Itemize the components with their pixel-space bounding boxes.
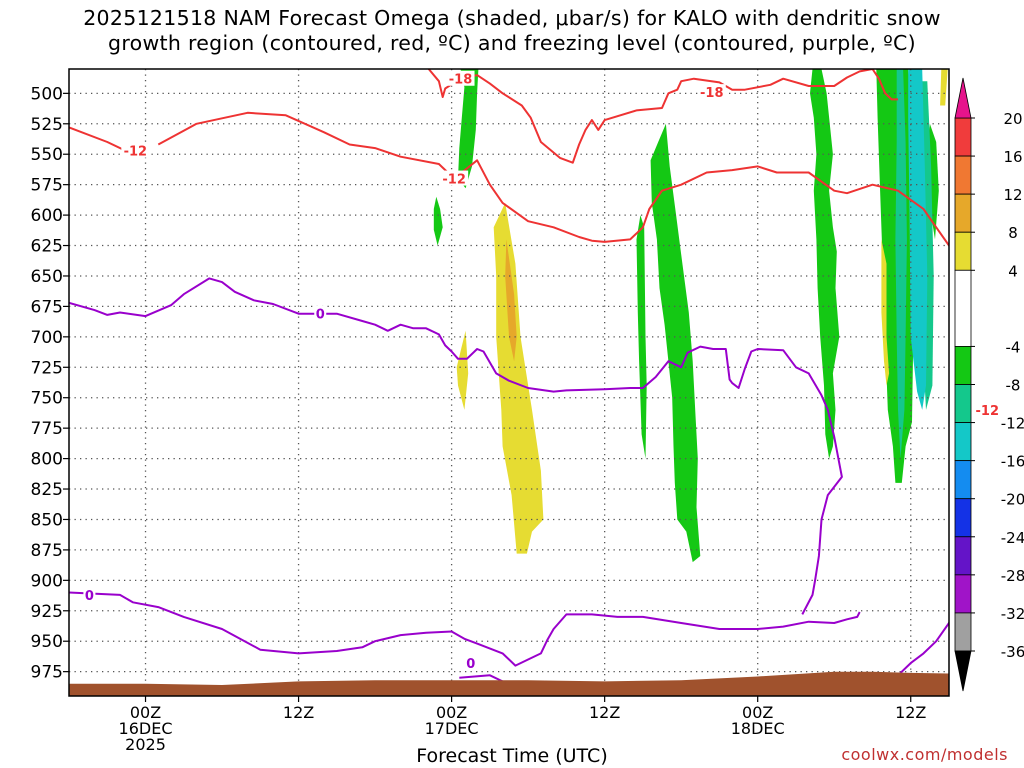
colorbar-band-12-16 bbox=[954, 155, 972, 195]
colorbar-label-13: -32 bbox=[1001, 605, 1024, 623]
temperature-contour-label-2-bg bbox=[440, 170, 469, 186]
colorbar-band--36--32 bbox=[954, 612, 972, 652]
temperature-contour-2 bbox=[157, 111, 949, 248]
temperature-contour-label-4-bg bbox=[446, 70, 475, 86]
y-tick-label-675: 675 bbox=[31, 297, 63, 317]
omega-region-green-1 bbox=[458, 69, 479, 189]
x-tick-label-48-2: 18DEC bbox=[731, 719, 785, 738]
x-tick-label-12-1: 12Z bbox=[283, 703, 314, 722]
colorbar-band-16-20 bbox=[954, 117, 972, 157]
x-tick-label-0-1: 00Z bbox=[130, 703, 161, 722]
colorbar-label-8: -12 bbox=[1001, 415, 1024, 433]
omega-region-green-3 bbox=[650, 123, 701, 563]
y-tick-label-750: 750 bbox=[31, 389, 63, 409]
freezing-contour-label-3: 0 bbox=[466, 657, 475, 672]
freezing-contour-label-2-bg bbox=[83, 586, 96, 602]
temperature-contour-label-5-bg bbox=[697, 84, 726, 100]
x-tick-label-60-1: 12Z bbox=[895, 703, 926, 722]
x-tick-label-36-1: 12Z bbox=[589, 703, 620, 722]
temperature-contour-label-4: -18 bbox=[449, 73, 473, 88]
colorbar-band-4-8 bbox=[954, 231, 972, 271]
colorbar-band--20--16 bbox=[954, 460, 972, 500]
omega-region-yellow-2 bbox=[493, 202, 544, 554]
colorbar-band--28--24 bbox=[954, 536, 972, 576]
y-tick-label-850: 850 bbox=[31, 510, 63, 530]
freezing-contour-label-3-bg bbox=[464, 655, 477, 671]
colorbar-band--12--8 bbox=[954, 384, 972, 423]
colorbar-band--8--4 bbox=[954, 346, 972, 385]
y-tick-label-500: 500 bbox=[31, 84, 63, 104]
colorbar-label-11: -24 bbox=[1001, 529, 1024, 547]
plot-frame bbox=[68, 68, 950, 697]
y-tick-label-525: 525 bbox=[31, 115, 63, 135]
y-tick-label-600: 600 bbox=[31, 206, 63, 226]
colorbar-top-arrow bbox=[954, 77, 972, 119]
colorbar-band--24--20 bbox=[954, 498, 972, 538]
omega-region-yellow-4 bbox=[940, 69, 948, 106]
colorbar-label-14: -36 bbox=[1001, 643, 1024, 661]
y-tick-label-800: 800 bbox=[31, 450, 63, 470]
y-tick-label-775: 775 bbox=[31, 419, 63, 439]
omega-region-orange-1 bbox=[505, 239, 517, 362]
colorbar-label-5: 4 bbox=[1008, 262, 1018, 280]
colorbar-label-4: 8 bbox=[1008, 224, 1018, 242]
ground-surface bbox=[69, 671, 949, 696]
colorbar-label-2: 16 bbox=[1003, 148, 1022, 166]
colorbar-band--16--12 bbox=[954, 422, 972, 462]
chart-title-line-2: growth region (contoured, red, ºC) and f… bbox=[108, 31, 916, 55]
freezing-contour-4 bbox=[859, 620, 949, 691]
colorbar-label-3: 12 bbox=[1003, 186, 1022, 204]
colorbar-label-9: -16 bbox=[1001, 453, 1024, 471]
omega-region-yellow-1 bbox=[456, 330, 469, 410]
colorbar-label-12: -28 bbox=[1001, 567, 1024, 585]
freezing-contour-label-1: 0 bbox=[316, 308, 325, 323]
colorbar-label-10: -20 bbox=[1001, 491, 1024, 509]
y-tick-label-975: 975 bbox=[31, 663, 63, 683]
y-tick-label-625: 625 bbox=[31, 237, 63, 257]
freezing-contour-1 bbox=[69, 277, 843, 615]
colorbar-band-8-12 bbox=[954, 193, 972, 233]
x-tick-label-48-1: 00Z bbox=[742, 703, 773, 722]
temperature-contour-label-3: -12 bbox=[976, 404, 1000, 419]
colorbar-band--4-4 bbox=[954, 269, 972, 347]
credit-text: coolwx.com/models bbox=[841, 745, 1008, 764]
y-tick-label-900: 900 bbox=[31, 571, 63, 591]
y-tick-label-575: 575 bbox=[31, 176, 63, 196]
x-tick-label-24-1: 00Z bbox=[436, 703, 467, 722]
colorbar-label-1: 20 bbox=[1003, 110, 1022, 128]
y-tick-label-550: 550 bbox=[31, 145, 63, 165]
freezing-contour-2 bbox=[69, 591, 861, 667]
temperature-contour-5 bbox=[871, 69, 898, 101]
y-tick-label-825: 825 bbox=[31, 480, 63, 500]
x-tick-label-0-3: 2025 bbox=[125, 735, 166, 754]
temperature-contour-label-2: -12 bbox=[442, 173, 466, 188]
freezing-contour-label-2: 0 bbox=[85, 589, 94, 604]
x-tick-label-24-2: 17DEC bbox=[425, 719, 479, 738]
temperature-contour-4 bbox=[427, 69, 873, 164]
y-tick-label-925: 925 bbox=[31, 602, 63, 622]
colorbar-band--32--28 bbox=[954, 574, 972, 614]
y-tick-label-950: 950 bbox=[31, 632, 63, 652]
chart-title-line-1: 2025121518 NAM Forecast Omega (shaded, μ… bbox=[83, 6, 941, 30]
temperature-contour-label-1-bg bbox=[121, 142, 150, 158]
colorbar-bottom-arrow bbox=[954, 650, 972, 692]
omega-region-teal-1 bbox=[895, 69, 907, 459]
freezing-contour-label-1-bg bbox=[314, 305, 327, 321]
colorbar-label-7: -8 bbox=[1006, 377, 1021, 395]
x-axis-title: Forecast Time (UTC) bbox=[416, 745, 608, 767]
temperature-contour-label-3-bg bbox=[973, 401, 1002, 417]
y-tick-label-875: 875 bbox=[31, 541, 63, 561]
y-tick-label-725: 725 bbox=[31, 358, 63, 378]
chart-title: 2025121518 NAM Forecast Omega (shaded, μ… bbox=[0, 6, 1024, 56]
x-tick-label-0-2: 16DEC bbox=[119, 719, 173, 738]
y-tick-label-700: 700 bbox=[31, 328, 63, 348]
omega-region-green-5 bbox=[810, 69, 840, 459]
temperature-contour-label-5: -18 bbox=[700, 86, 724, 101]
omega-region-green-2 bbox=[433, 196, 443, 246]
colorbar-label-6: -4 bbox=[1006, 338, 1021, 356]
y-tick-label-650: 650 bbox=[31, 267, 63, 287]
temperature-contour-label-1: -12 bbox=[124, 145, 148, 160]
